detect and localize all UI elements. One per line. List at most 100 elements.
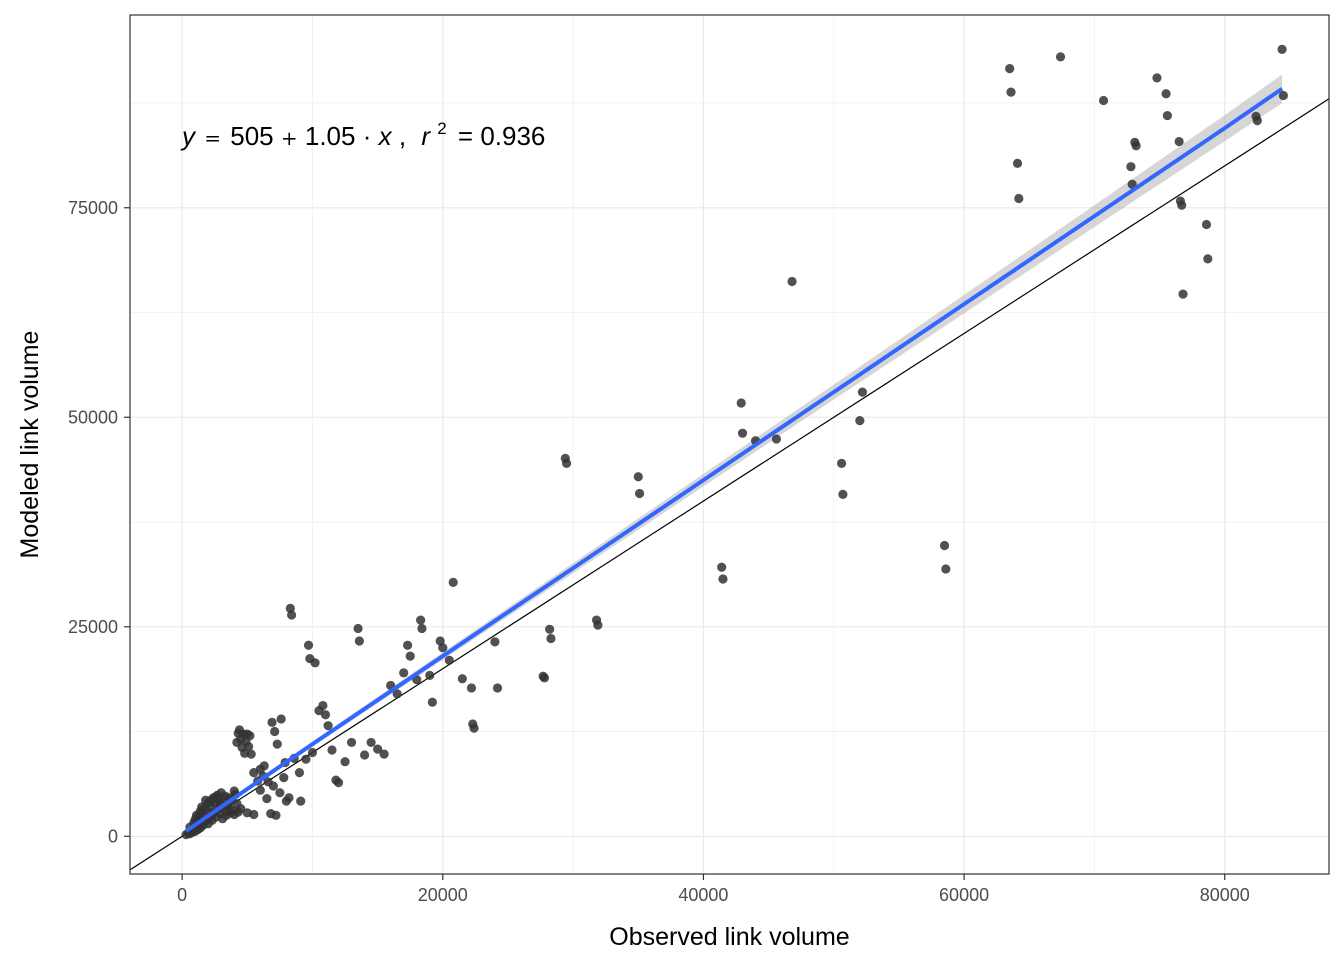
data-point <box>270 726 280 737</box>
data-point <box>310 658 320 668</box>
data-point <box>366 737 376 748</box>
panel-border <box>129 14 1330 875</box>
data-point <box>427 697 437 707</box>
x-axis-title: Observed link volume <box>609 923 849 951</box>
data-point <box>359 750 370 760</box>
data-point <box>438 643 448 653</box>
data-point <box>323 721 333 731</box>
data-point <box>492 683 503 693</box>
data-point <box>737 428 748 438</box>
data-point <box>633 472 643 482</box>
annot-r-exp: 2 <box>437 119 446 138</box>
data-point <box>296 796 306 806</box>
data-point <box>402 640 413 650</box>
data-point <box>246 749 256 759</box>
data-point <box>279 773 289 783</box>
data-point <box>307 747 318 758</box>
data-point <box>1174 136 1184 147</box>
data-point <box>245 731 255 741</box>
data-point <box>249 809 259 820</box>
data-point <box>1012 158 1023 168</box>
data-point <box>255 785 265 795</box>
data-point <box>263 777 273 787</box>
x-tick-label: 60000 <box>939 885 989 905</box>
data-point <box>1252 115 1262 126</box>
data-point <box>444 655 454 665</box>
y-tick-label: 50000 <box>68 407 118 427</box>
y-axis-title: Modeled link volume <box>16 331 44 559</box>
data-point <box>392 689 402 699</box>
y-tick-label: 25000 <box>68 617 118 637</box>
y-axis: 0 25000 50000 75000 <box>68 198 130 846</box>
data-point <box>1127 179 1137 189</box>
data-point <box>229 786 239 796</box>
data-point <box>287 610 297 620</box>
data-point <box>593 620 603 630</box>
x-tick-label: 0 <box>177 885 187 905</box>
data-point <box>267 717 277 727</box>
plot-area <box>130 44 1329 871</box>
data-point <box>771 434 782 444</box>
data-point <box>490 637 500 647</box>
data-point <box>353 623 363 634</box>
annot-slope: 1.05 <box>305 121 356 151</box>
x-tick-label: 40000 <box>678 885 728 905</box>
annot-eq-sign: = <box>204 126 221 150</box>
data-point <box>236 804 246 814</box>
data-point <box>1277 44 1287 54</box>
data-point <box>1162 110 1172 121</box>
data-point <box>1126 162 1136 172</box>
data-point <box>327 745 337 755</box>
data-point <box>1178 289 1188 299</box>
data-point <box>262 793 272 804</box>
data-point <box>294 767 305 778</box>
data-point <box>416 615 426 625</box>
data-point <box>272 739 282 749</box>
data-point <box>836 458 847 468</box>
data-point <box>1055 52 1066 62</box>
data-point <box>1014 193 1024 204</box>
data-point <box>1278 90 1288 101</box>
data-point <box>195 806 205 816</box>
data-point <box>1161 89 1171 99</box>
data-point <box>354 636 364 646</box>
data-point <box>939 540 950 551</box>
regression-annotation: y = 505 + 1.05 · x , r 2 = 0.936 <box>180 110 545 151</box>
data-point <box>941 564 951 574</box>
data-point <box>303 640 314 650</box>
data-point <box>717 562 727 572</box>
annot-plus: + <box>281 126 298 150</box>
identity-reference-line <box>130 98 1329 871</box>
annot-intercept: 505 <box>230 121 273 151</box>
data-point <box>275 788 285 798</box>
y-tick-label: 75000 <box>68 198 118 218</box>
data-point <box>457 674 467 684</box>
data-point <box>448 577 458 587</box>
data-point <box>259 761 269 771</box>
data-point <box>373 744 383 754</box>
annot-x-var: x <box>377 121 393 151</box>
data-point <box>469 723 479 733</box>
data-point <box>318 700 328 711</box>
data-point <box>1006 87 1016 97</box>
data-point <box>787 276 797 287</box>
data-point <box>466 683 477 693</box>
data-point <box>301 754 311 764</box>
annot-sep: , <box>399 121 406 151</box>
data-point <box>425 670 435 680</box>
data-point <box>320 710 331 720</box>
data-point <box>271 810 281 820</box>
annot-dot: · <box>363 121 372 151</box>
data-point <box>243 742 254 752</box>
data-point <box>1131 141 1141 151</box>
annot-y-var: y <box>180 121 197 151</box>
data-point <box>1098 95 1109 106</box>
x-axis: 0 20000 40000 60000 80000 <box>177 874 1250 905</box>
data-point <box>1177 200 1187 210</box>
data-point <box>838 489 848 499</box>
data-point <box>736 398 746 408</box>
data-point <box>1201 219 1212 230</box>
data-point <box>1203 254 1213 264</box>
data-point <box>855 416 865 426</box>
